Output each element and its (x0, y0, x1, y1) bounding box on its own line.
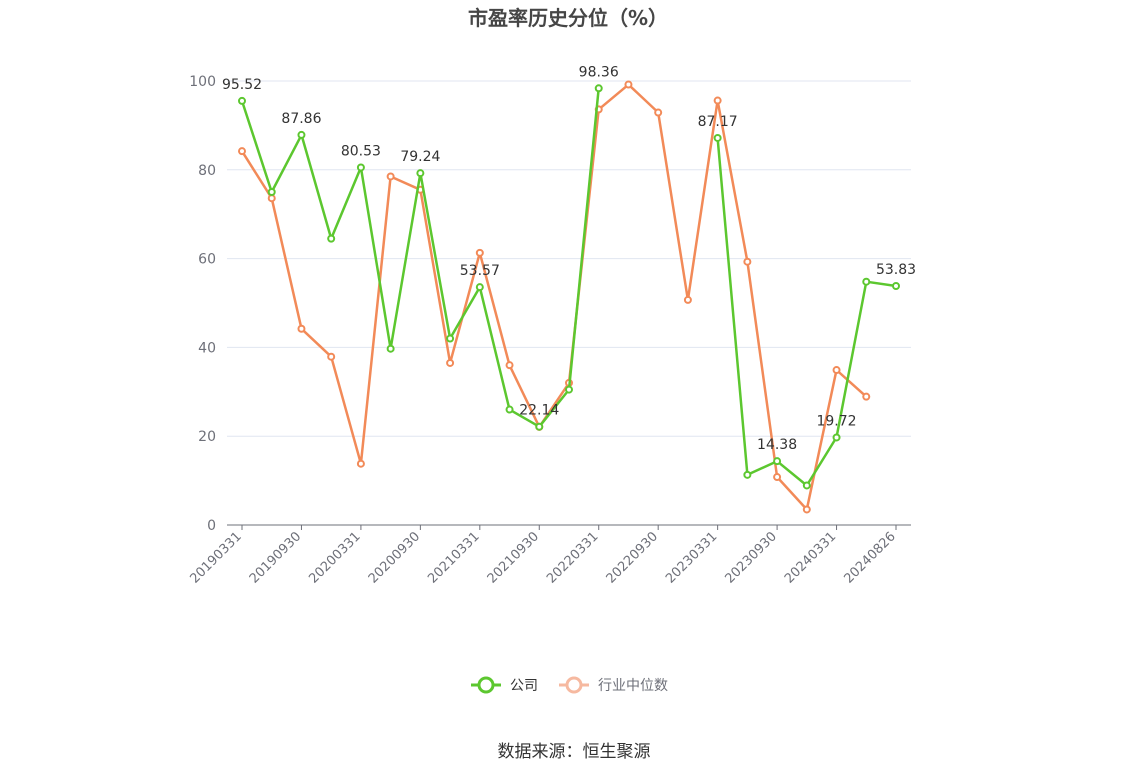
x-tick-label: 20220930 (604, 529, 661, 586)
company-data-point[interactable] (713, 133, 722, 142)
company-data-point[interactable] (446, 334, 455, 343)
x-tick-label: 20190930 (247, 529, 304, 586)
y-tick-label: 0 (207, 518, 216, 534)
company-data-point[interactable] (327, 234, 336, 243)
company-data-label: 19.72 (816, 413, 856, 429)
industry-data-point[interactable] (327, 352, 336, 361)
legend-company-marker (477, 676, 495, 694)
company-data-point[interactable] (565, 385, 573, 394)
axis-layer: 0 20 40 60 80 100 20190331 20190930 20200331 2020… (187, 74, 911, 587)
company-data-label: 98.36 (579, 64, 619, 80)
industry-data-point[interactable] (267, 194, 276, 203)
company-data-point[interactable] (743, 470, 752, 479)
industry-data-point[interactable] (773, 473, 782, 482)
industry-data-point[interactable] (832, 366, 841, 375)
company-data-point[interactable] (832, 433, 841, 442)
company-data-label: 53.83 (876, 262, 916, 278)
company-data-label: 22.14 (519, 403, 559, 419)
company-data-label: 87.17 (698, 114, 738, 130)
company-data-point[interactable] (416, 169, 425, 178)
industry-data-point[interactable] (713, 96, 722, 105)
company-data-label: 14.38 (757, 437, 797, 453)
source-text: 数据来源：恒生聚源 (498, 742, 651, 762)
legend: 公司 行业中位数 (471, 676, 668, 694)
x-tick-label: 20210331 (425, 529, 482, 586)
x-tick-label: 20190331 (187, 529, 244, 586)
company-series-line (240, 88, 600, 428)
x-tick-label: 20200930 (366, 529, 423, 586)
industry-data-point[interactable] (238, 147, 246, 156)
company-data-point[interactable] (238, 96, 246, 105)
industry-data-point[interactable] (743, 257, 752, 266)
legend-industry-marker (565, 676, 583, 694)
industry-data-point[interactable] (297, 324, 306, 333)
x-tick-label: 20200331 (306, 529, 363, 586)
chart-title: 市盈率历史分位（%） (468, 6, 668, 30)
y-tick-label: 40 (198, 340, 216, 356)
industry-data-point[interactable] (446, 358, 455, 367)
legend-item-company[interactable]: 公司 (471, 676, 538, 694)
industry-data-point[interactable] (683, 295, 692, 304)
company-series-line (716, 137, 897, 487)
legend-industry-label: 行业中位数 (598, 678, 668, 694)
industry-data-point[interactable] (505, 361, 514, 370)
y-tick-label: 80 (198, 163, 216, 179)
industry-data-point[interactable] (356, 459, 365, 468)
company-data-point[interactable] (862, 277, 871, 286)
company-data-point[interactable] (892, 281, 900, 290)
industry-series-line (240, 83, 868, 511)
company-data-label: 95.52 (222, 77, 262, 93)
legend-item-industry[interactable]: 行业中位数 (559, 676, 668, 694)
y-tick-label: 20 (198, 429, 216, 445)
company-data-point[interactable] (773, 457, 782, 466)
company-data-point[interactable] (356, 163, 365, 172)
data-label-layer: 95.52 87.86 80.53 79.24 53.57 22.14 98.36 87.17… (222, 64, 916, 453)
legend-company-label: 公司 (510, 678, 538, 694)
industry-data-point[interactable] (802, 505, 811, 514)
industry-data-point[interactable] (654, 108, 663, 117)
company-data-point[interactable] (505, 405, 514, 414)
x-tick-label: 20210930 (485, 529, 542, 586)
company-data-point[interactable] (297, 130, 306, 139)
company-data-point[interactable] (802, 481, 811, 490)
y-tick-label: 100 (189, 74, 216, 90)
company-data-point[interactable] (386, 344, 395, 353)
x-tick-label: 20230331 (663, 529, 720, 586)
series-layer (238, 80, 900, 514)
y-tick-label: 60 (198, 252, 216, 268)
company-data-label: 80.53 (341, 143, 381, 159)
company-data-label: 79.24 (400, 149, 440, 165)
x-tick-label: 20220331 (544, 529, 601, 586)
company-data-point[interactable] (475, 283, 484, 292)
company-data-label: 87.86 (281, 111, 321, 127)
industry-data-point[interactable] (624, 80, 633, 89)
company-data-point[interactable] (267, 188, 276, 196)
industry-data-point[interactable] (475, 248, 484, 257)
x-tick-label: 20240826 (841, 529, 898, 586)
industry-data-point[interactable] (386, 172, 395, 181)
company-data-label: 53.57 (460, 263, 500, 279)
industry-data-point[interactable] (862, 392, 871, 401)
x-tick-label: 20230930 (723, 529, 780, 586)
grid-layer (227, 80, 911, 437)
x-tick-label: 20240331 (782, 529, 839, 586)
company-data-point[interactable] (594, 84, 603, 93)
company-data-point[interactable] (535, 422, 544, 431)
